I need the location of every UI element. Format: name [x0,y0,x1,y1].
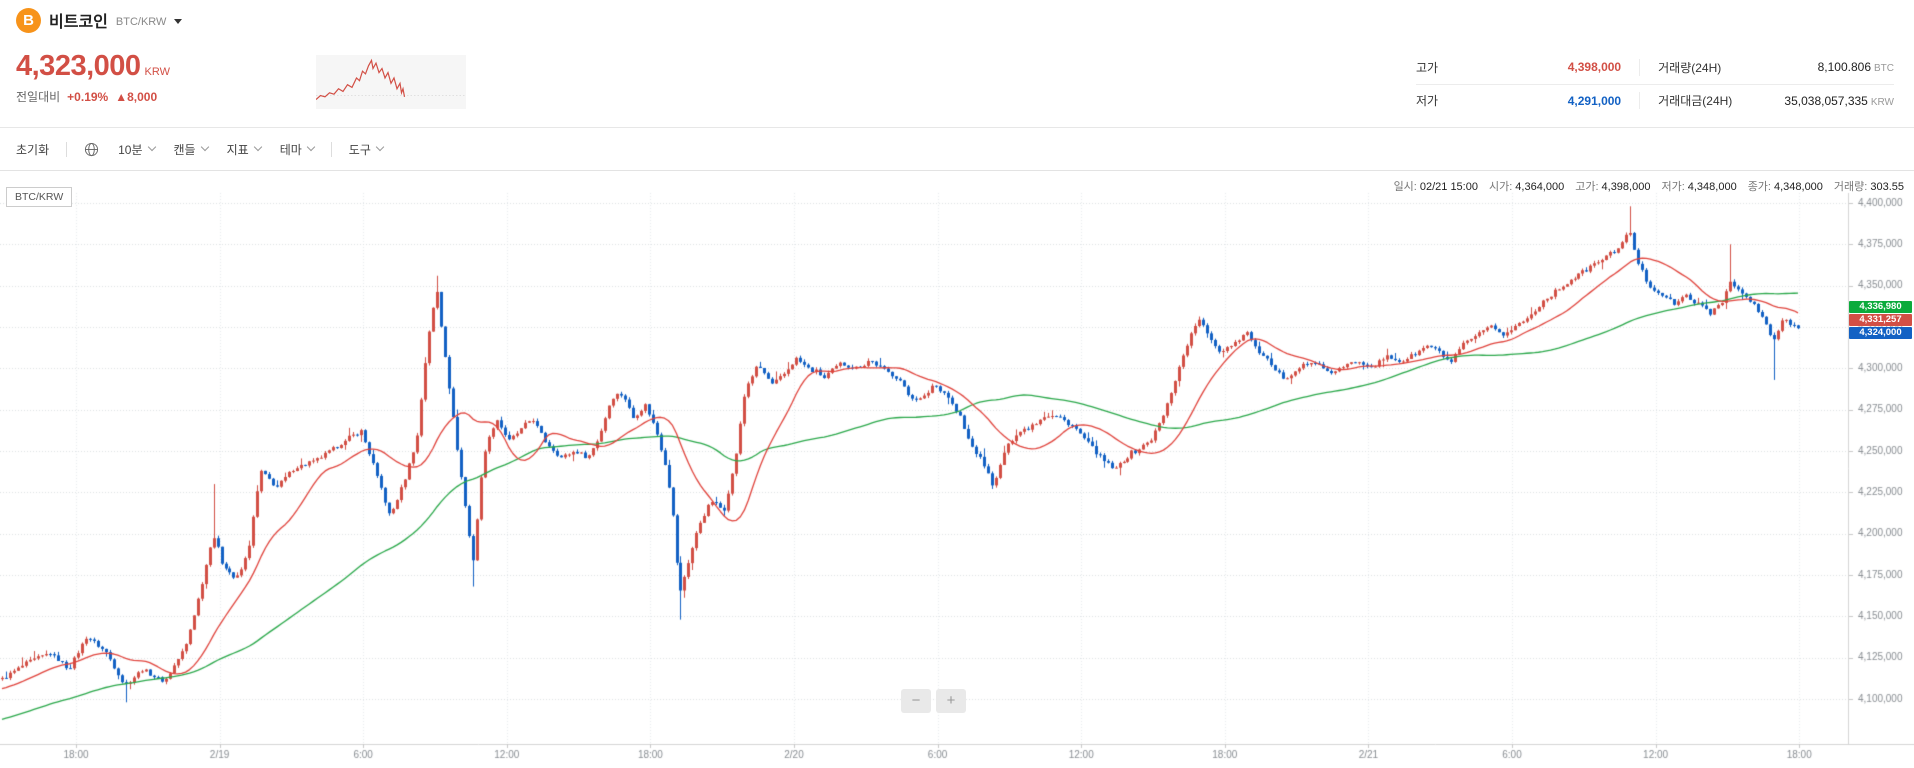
chart-panel: BTC/KRW 일시: 02/21 15:00 시가: 4,364,000 고가: 4… [0,171,1914,767]
tools-dropdown[interactable]: 도구 [347,137,385,162]
interval-dropdown[interactable]: 10분 [116,137,156,162]
amount-label: 거래대금(24H) [1658,94,1733,108]
bitcoin-icon: B [16,7,41,33]
chart-toolbar: 초기화 10분 캔들 지표 테마 도구 [0,128,1914,171]
theme-dropdown[interactable]: 테마 [278,137,316,162]
globe-button[interactable] [82,138,101,161]
indicator-label: 지표 [226,142,249,157]
chevron-down-icon [147,142,156,152]
coin-pair: BTC/KRW [115,15,167,28]
amount-value: 35,038,057,335 KRW [1784,93,1894,108]
info-low: 저가: 4,348,000 [1661,181,1737,193]
change-amount: ▲8,000 [115,89,158,104]
candle-type-dropdown[interactable]: 캔들 [172,137,210,162]
reset-button[interactable]: 초기화 [14,137,51,162]
header: B 비트코인 BTC/KRW [0,0,1914,40]
info-date: 일시: 02/21 15:00 [1393,181,1478,193]
chevron-down-icon [375,142,385,152]
indicator-dropdown[interactable]: 지표 [225,137,263,162]
zoom-out-button[interactable]: − [901,689,931,713]
volume-label: 거래량(24H) [1658,60,1722,75]
info-high: 고가: 4,398,000 [1575,181,1651,193]
ma-fast-price-tag: 4,331,257 [1849,314,1912,326]
toolbar-divider [330,141,332,157]
candlestick-chart-canvas[interactable] [0,171,1914,767]
stat-amount: 거래대금(24H) 35,038,057,335 KRW [1639,92,1894,109]
globe-icon [85,142,99,156]
volume-unit: BTC [1874,63,1894,74]
price-block: 4,323,000 KRW 전일대비 +0.19% ▲8,000 [16,40,316,127]
info-open: 시가: 4,364,000 [1488,181,1565,193]
chevron-down-icon [200,142,209,152]
info-close: 종가: 4,348,000 [1747,181,1823,193]
chart-symbol-badge: BTC/KRW [6,187,73,207]
pair-dropdown-caret-icon[interactable] [174,19,183,24]
tools-label: 도구 [348,142,371,157]
market-stats: 고가 4,398,000 거래량(24H) 8,100.806 BTC 저가 4,… [1416,51,1894,117]
volume-value: 8,100.806 BTC [1817,60,1894,74]
sparkline-svg [316,55,466,109]
reset-label: 초기화 [16,142,50,157]
stat-high: 고가 4,398,000 [1416,59,1621,76]
price-currency: KRW [144,66,170,78]
low-value: 4,291,000 [1567,93,1622,108]
ma-slow-price-tag: 4,336,980 [1849,301,1912,313]
sparkline-line [316,60,405,99]
up-arrow-icon: ▲ [115,89,128,104]
interval-label: 10분 [118,142,143,157]
zoom-controls: − + [901,689,966,713]
mini-sparkline-chart [316,55,466,109]
zoom-in-button[interactable]: + [936,689,966,713]
chevron-down-icon [253,142,262,152]
stat-volume: 거래량(24H) 8,100.806 BTC [1639,58,1894,76]
ohlc-info-line: 일시: 02/21 15:00 시가: 4,364,000 고가: 4,398,000… [1394,178,1904,194]
coin-name: 비트코인 [49,14,108,31]
theme-label: 테마 [279,142,302,157]
summary-bar: 4,323,000 KRW 전일대비 +0.19% ▲8,000 고가 4,39… [0,40,1914,128]
high-label: 고가 [1416,60,1439,75]
last-price-tag: 4,324,000 [1849,327,1912,339]
current-price: 4,323,000 [16,50,141,82]
info-volume: 거래량: 303.55 [1833,181,1904,193]
high-value: 4,398,000 [1567,60,1622,74]
change-percent: +0.19% [67,89,109,104]
amount-unit: KRW [1870,96,1894,108]
stat-low: 저가 4,291,000 [1416,92,1621,109]
change-label: 전일대비 [16,90,61,104]
chevron-down-icon [306,142,316,152]
candle-type-label: 캔들 [173,142,196,157]
toolbar-divider [66,141,68,157]
low-label: 저가 [1416,94,1439,108]
